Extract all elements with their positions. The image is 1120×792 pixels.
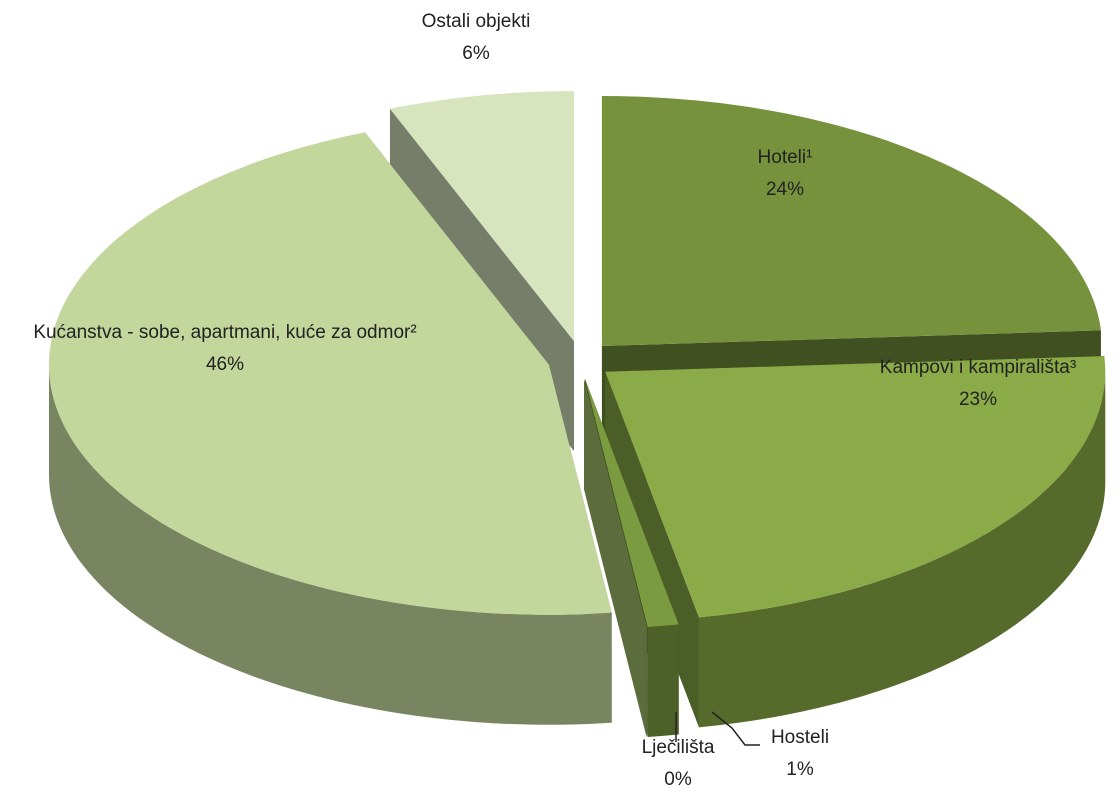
slice-top: [605, 356, 1106, 618]
value-label: 46%: [205, 354, 245, 375]
slices: [49, 91, 1106, 738]
value-label: 24%: [765, 179, 805, 200]
slice-label: Ostali objekti 6%: [422, 6, 531, 70]
slice-side: [49, 364, 612, 725]
slice-wall: [584, 379, 647, 738]
slice-top: [601, 96, 1101, 347]
category-name: Hosteli: [770, 727, 830, 748]
slice-side: [647, 624, 679, 737]
slice-label: Kućanstva - sobe, apartmani, kuće za odm…: [15, 317, 435, 381]
slice-top: [49, 132, 612, 615]
slice-label: Hoteli¹ 24%: [758, 142, 813, 206]
slice-label: Kampovi i kampirališta³ 23%: [880, 352, 1076, 416]
slice-side: [698, 371, 1106, 728]
slice: [605, 356, 1106, 728]
slice-top: [389, 91, 575, 342]
slice: [584, 379, 647, 738]
leader-line: [711, 711, 760, 746]
slice: [49, 132, 612, 725]
category-name: Lječilišta: [641, 737, 715, 758]
slice-label: Hosteli 1%: [771, 722, 829, 786]
category-name: Kućanstva - sobe, apartmani, kuće za odm…: [33, 322, 417, 343]
value-label: 0%: [664, 769, 692, 790]
slice-top: [585, 378, 679, 627]
value-label: 23%: [958, 389, 998, 410]
category-name: Kampovi i kampirališta³: [879, 357, 1077, 378]
value-label: 1%: [786, 759, 814, 780]
slice-label: Lječilišta 0%: [642, 732, 715, 792]
category-name: Ostali objekti: [421, 11, 531, 32]
category-name: Hoteli¹: [757, 147, 813, 168]
value-label: 6%: [462, 43, 490, 64]
